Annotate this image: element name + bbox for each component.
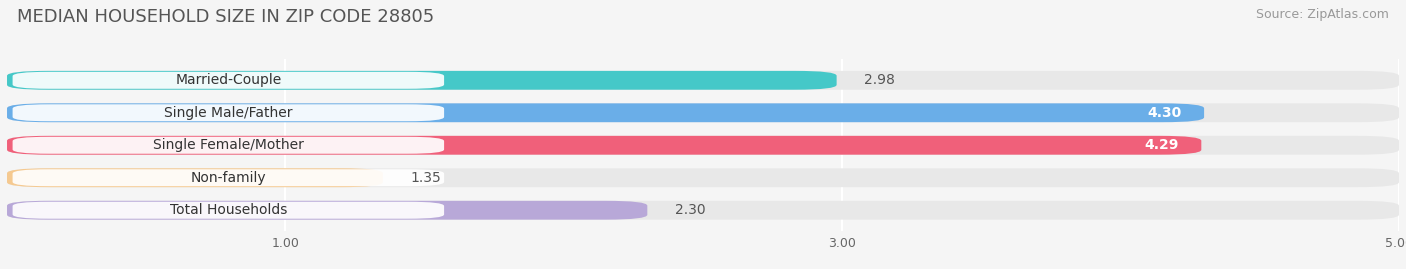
FancyBboxPatch shape [13, 202, 444, 219]
Text: Non-family: Non-family [191, 171, 266, 185]
FancyBboxPatch shape [7, 136, 1201, 155]
Text: Single Male/Father: Single Male/Father [165, 106, 292, 120]
Text: Single Female/Mother: Single Female/Mother [153, 138, 304, 152]
Text: Total Households: Total Households [170, 203, 287, 217]
Text: MEDIAN HOUSEHOLD SIZE IN ZIP CODE 28805: MEDIAN HOUSEHOLD SIZE IN ZIP CODE 28805 [17, 8, 434, 26]
FancyBboxPatch shape [13, 137, 444, 154]
FancyBboxPatch shape [13, 104, 444, 121]
FancyBboxPatch shape [7, 71, 837, 90]
FancyBboxPatch shape [13, 72, 444, 89]
Text: 2.30: 2.30 [675, 203, 706, 217]
FancyBboxPatch shape [7, 168, 382, 187]
FancyBboxPatch shape [7, 136, 1399, 155]
FancyBboxPatch shape [7, 201, 1399, 220]
FancyBboxPatch shape [7, 103, 1204, 122]
FancyBboxPatch shape [7, 103, 1399, 122]
FancyBboxPatch shape [7, 71, 1399, 90]
FancyBboxPatch shape [7, 168, 1399, 187]
Text: Source: ZipAtlas.com: Source: ZipAtlas.com [1256, 8, 1389, 21]
Text: 4.30: 4.30 [1147, 106, 1182, 120]
FancyBboxPatch shape [7, 201, 647, 220]
Text: 4.29: 4.29 [1144, 138, 1180, 152]
Text: 1.35: 1.35 [411, 171, 441, 185]
Text: Married-Couple: Married-Couple [176, 73, 281, 87]
FancyBboxPatch shape [13, 169, 444, 186]
Text: 2.98: 2.98 [865, 73, 896, 87]
